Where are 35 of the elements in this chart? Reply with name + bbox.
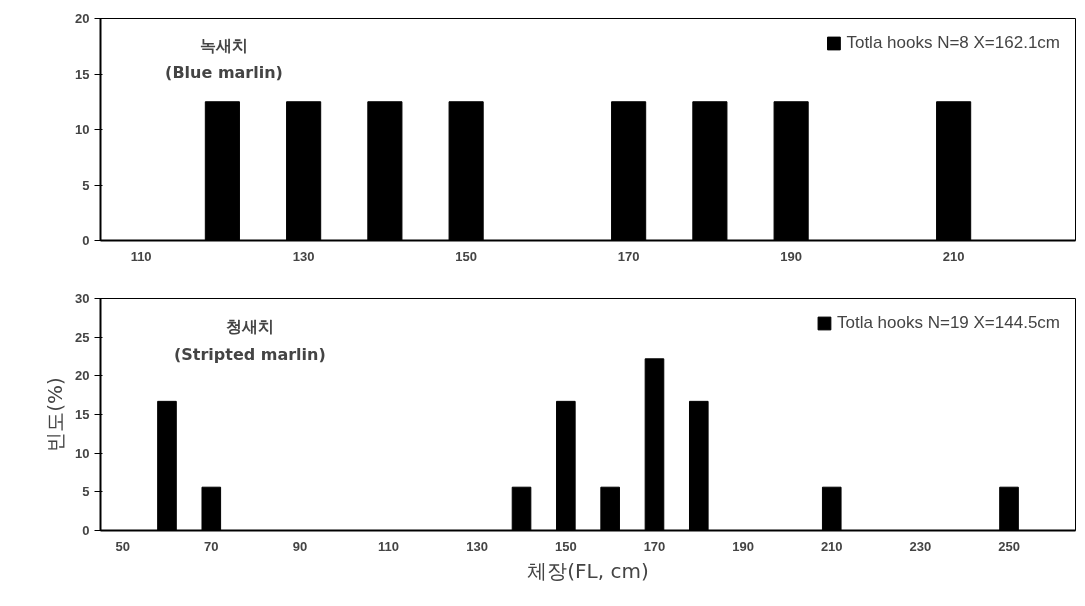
x-tick-label: 110 xyxy=(130,248,152,264)
annotation: 녹새치 (Blue marlin) xyxy=(165,36,283,82)
x-tick-label: 210 xyxy=(820,538,843,554)
y-tick-label: 0 xyxy=(82,233,90,248)
legend-label: Totla hooks N=19 X=144.5cm xyxy=(836,313,1060,333)
x-tick-label: 170 xyxy=(643,538,666,554)
y-tick-label: 15 xyxy=(75,66,90,82)
x-tick-label: 90 xyxy=(292,538,308,554)
x-tick-label: 130 xyxy=(466,538,489,554)
x-tick-label: 50 xyxy=(115,538,130,554)
x-tick-label: 150 xyxy=(455,248,477,264)
y-tick-label: 15 xyxy=(75,407,90,422)
x-axis-title: 체장(FL, cm) xyxy=(527,558,649,583)
x-tick-label: 150 xyxy=(555,538,577,554)
y-tick-label: 0 xyxy=(82,523,90,538)
y-tick-label: 5 xyxy=(82,484,90,500)
legend-label: Totla hooks N=8 X=162.1cm xyxy=(846,33,1060,53)
x-tick-label: 190 xyxy=(732,538,754,554)
y-tick-label: 20 xyxy=(75,11,90,26)
x-tick-label: 210 xyxy=(942,248,965,264)
x-tick-label: 230 xyxy=(909,538,932,554)
x-tick-label: 250 xyxy=(998,538,1020,554)
y-tick-label: 10 xyxy=(75,122,90,137)
annotation: 청새치 (Stripted marlin) xyxy=(173,317,326,364)
x-tick-label: 170 xyxy=(617,248,640,264)
x-tick-label: 70 xyxy=(204,538,219,554)
x-tick-label: 110 xyxy=(378,538,400,554)
y-tick-label: 30 xyxy=(75,291,90,306)
y-tick-label: 10 xyxy=(75,445,90,461)
y-tick-label: 5 xyxy=(82,177,90,193)
x-tick-label: 130 xyxy=(292,248,315,264)
y-tick-label: 20 xyxy=(75,368,90,384)
x-tick-label: 190 xyxy=(780,248,802,264)
y-tick-label: 25 xyxy=(75,329,90,345)
y-axis-title: 빈도(%) xyxy=(43,377,68,452)
